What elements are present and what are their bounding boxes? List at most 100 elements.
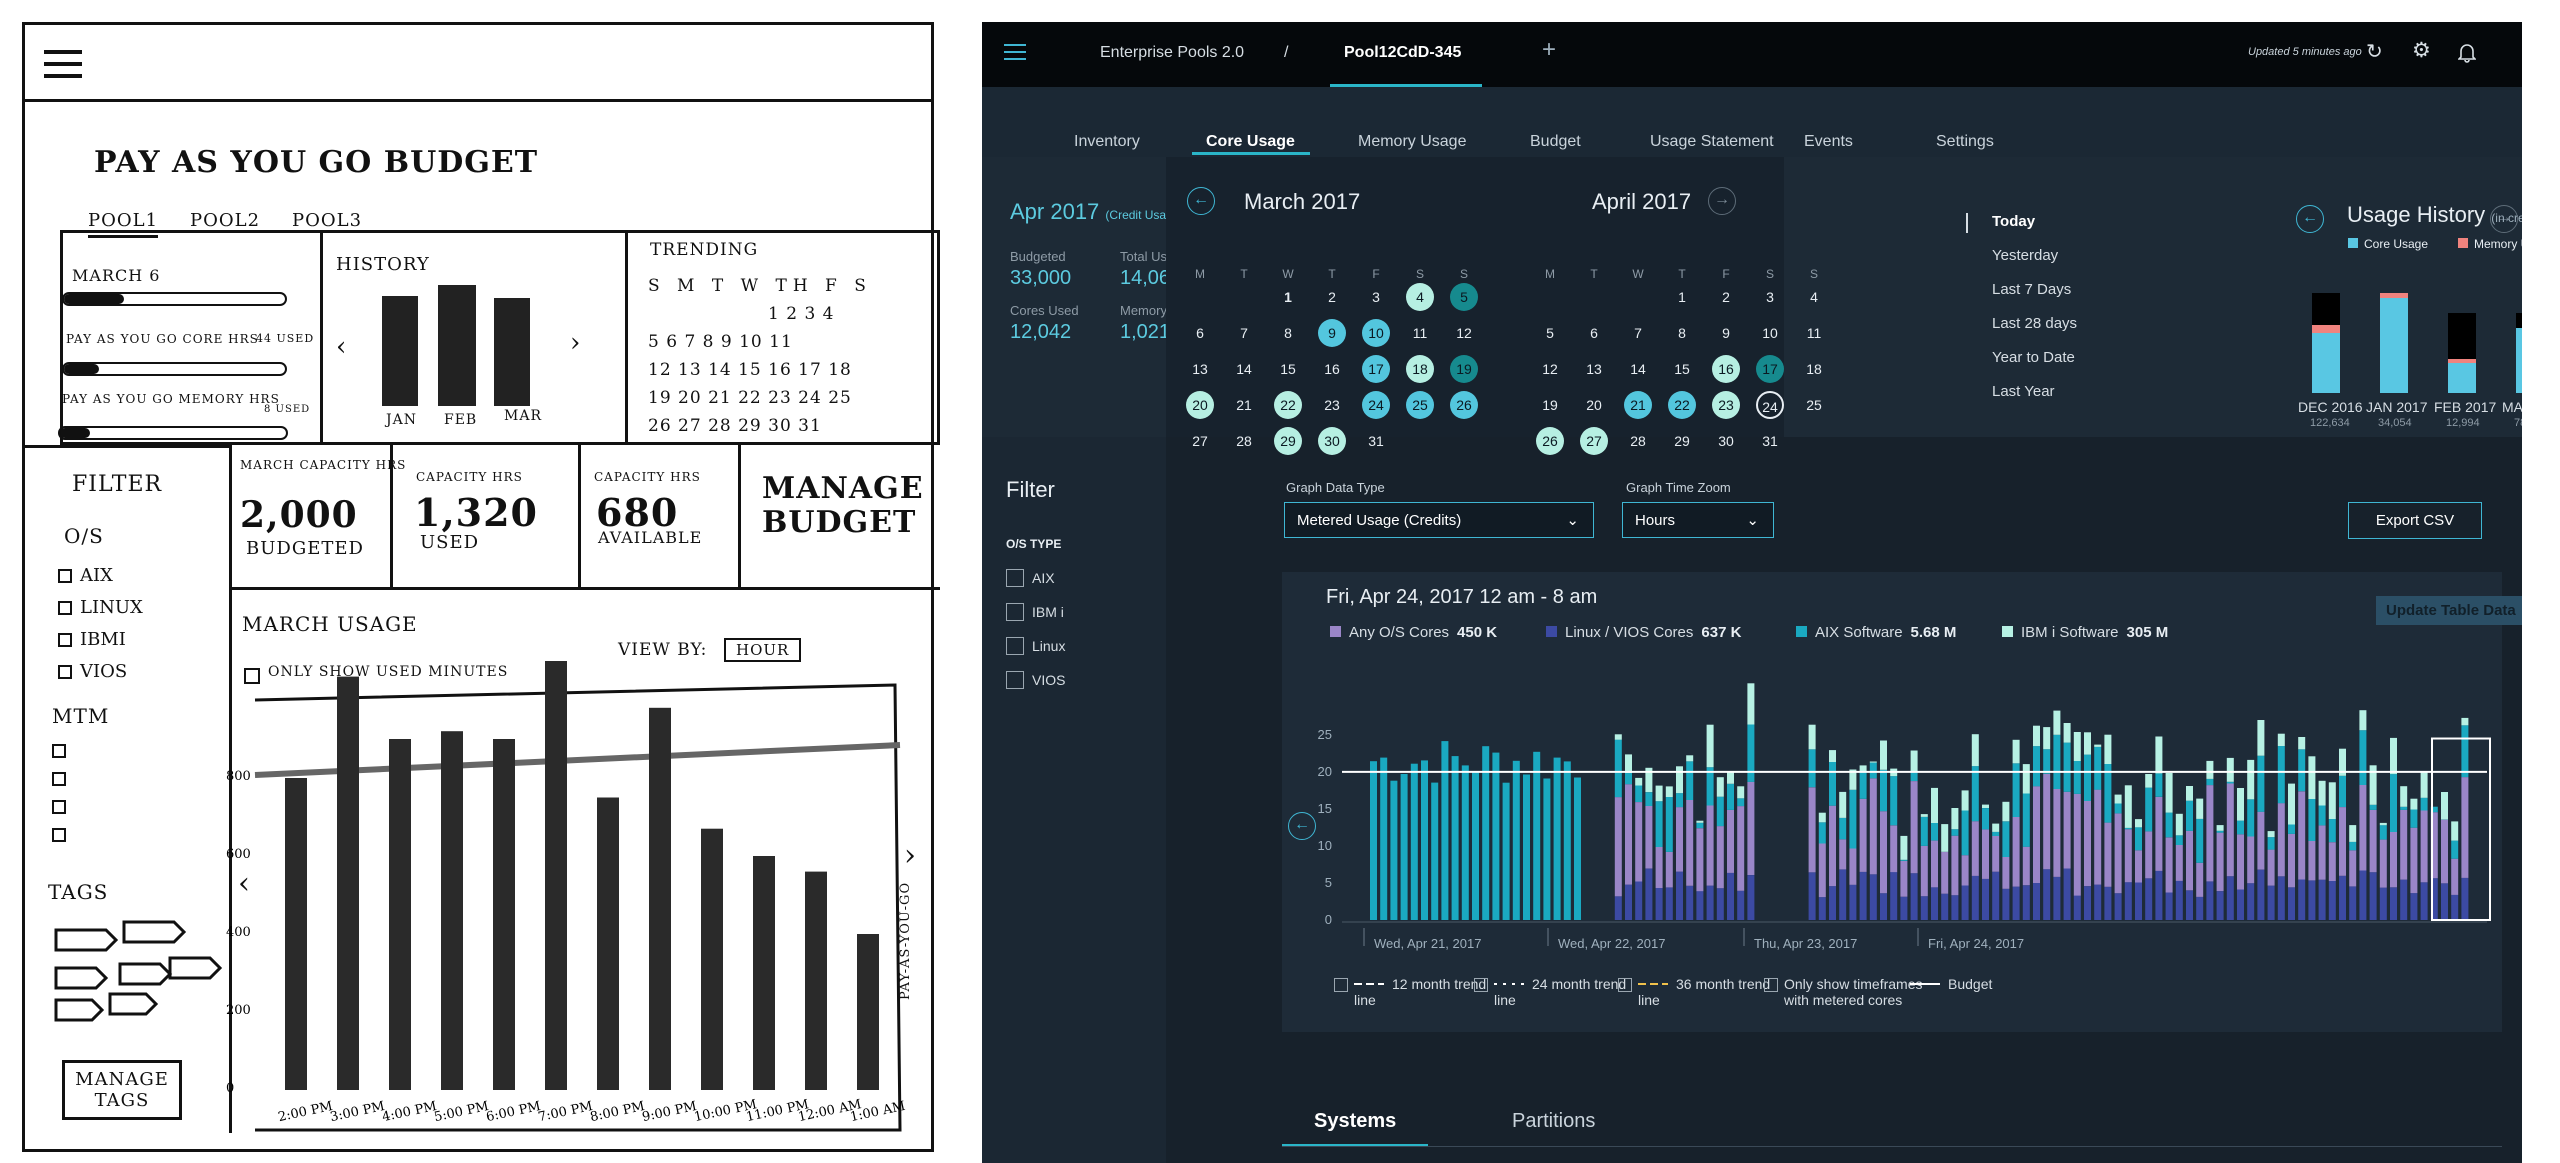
calendar-day[interactable]: 12 [1542,361,1558,377]
history-prev-icon[interactable]: ← [2296,205,2324,233]
calendar-day[interactable]: 14 [1236,361,1252,377]
calendar-day[interactable]: 17 [1362,355,1390,383]
tab-usage-statement[interactable]: Usage Statement [1650,133,1774,150]
export-csv-button[interactable]: Export CSV [2348,502,2482,539]
sketch-os-item[interactable]: AIX [58,560,143,592]
range-last-year[interactable]: Last Year [1992,383,2055,400]
calendar-day[interactable]: 22 [1274,391,1302,419]
trend-option[interactable]: 36 month trend line [1618,976,1772,1008]
update-table-button[interactable]: Update Table Data [2376,596,2522,625]
calendar-day[interactable]: 31 [1368,433,1384,449]
calendar-day[interactable]: 13 [1586,361,1602,377]
calendar-day[interactable]: 12 [1456,325,1472,341]
calendar-day[interactable]: 4 [1810,289,1818,305]
calendar-day[interactable]: 13 [1192,361,1208,377]
calendar-day[interactable]: 27 [1192,433,1208,449]
calendar-day[interactable]: 28 [1630,433,1646,449]
calendar-day[interactable]: 14 [1630,361,1646,377]
breadcrumb-current-pool[interactable]: Pool12CdD-345 [1344,44,1462,61]
calendar-day[interactable]: 5 [1450,283,1478,311]
sketch-chart-next-icon[interactable]: › [904,838,917,873]
calendar-day[interactable]: 21 [1236,397,1252,413]
calendar-day[interactable]: 31 [1762,433,1778,449]
calendar-day[interactable]: 18 [1406,355,1434,383]
trend-option[interactable]: Budget [1910,976,2060,992]
calendar-day[interactable]: 25 [1406,391,1434,419]
trend-option[interactable]: 24 month trend line [1474,976,1628,1008]
calendar-day[interactable]: 3 [1372,289,1380,305]
selection-box[interactable] [2431,737,2491,921]
calendar-day[interactable]: 28 [1236,433,1252,449]
sketch-pool-tab-2[interactable]: Pool2 [190,210,261,231]
sketch-os-checkbox[interactable] [58,633,72,647]
calendar-day[interactable]: 26 [1450,391,1478,419]
calendar-day[interactable]: 9 [1722,325,1730,341]
calendar-day[interactable]: 20 [1186,391,1214,419]
sketch-only-used-checkbox[interactable] [244,668,260,684]
sketch-history-next-icon[interactable]: › [570,328,582,358]
calendar-day[interactable]: 6 [1196,325,1204,341]
tab-inventory[interactable]: Inventory [1074,133,1140,150]
calendar-day[interactable]: 24 [1756,391,1784,419]
sketch-os-checkbox[interactable] [58,569,72,583]
calendar-day[interactable]: 11 [1806,325,1822,341]
calendar-day[interactable]: 1 [1284,289,1292,305]
calendar-day[interactable]: 2 [1722,289,1730,305]
calendar-day[interactable]: 16 [1324,361,1340,377]
calendar-day[interactable]: 29 [1674,433,1690,449]
sketch-view-by-select[interactable]: Hour [724,638,802,662]
calendar-day[interactable]: 2 [1328,289,1336,305]
calendar-day[interactable]: 10 [1762,325,1778,341]
sketch-pool-tab-1[interactable]: Pool1 [88,210,159,238]
calendar-day[interactable]: 16 [1712,355,1740,383]
calendar-day[interactable]: 24 [1362,391,1390,419]
trend-checkbox[interactable] [1334,978,1348,992]
calendar-day[interactable]: 21 [1624,391,1652,419]
calendar-day[interactable]: 7 [1240,325,1248,341]
chart-prev-icon[interactable]: ← [1288,812,1316,840]
calendar-day[interactable]: 15 [1280,361,1296,377]
tab-events[interactable]: Events [1804,133,1853,150]
sketch-os-checkbox[interactable] [58,601,72,615]
tab-budget[interactable]: Budget [1530,133,1581,150]
calendar-day[interactable]: 30 [1718,433,1734,449]
range-last-28-days[interactable]: Last 28 days [1992,315,2078,332]
calendar-day[interactable]: 8 [1284,325,1292,341]
calendar-day[interactable]: 25 [1806,397,1822,413]
calendar-day[interactable]: 4 [1406,283,1434,311]
trend-option[interactable]: Only show timeframes with metered cores [1764,976,1928,1008]
refresh-icon[interactable]: ↻ [2366,41,2383,63]
calendar-day[interactable]: 30 [1318,427,1346,455]
calendar-day[interactable]: 26 [1536,427,1564,455]
filter-checkbox-linux[interactable] [1006,637,1024,655]
calendar-day[interactable]: 7 [1634,325,1642,341]
sketch-history-prev-icon[interactable]: ‹ [336,332,348,362]
calendar-day[interactable]: 22 [1668,391,1696,419]
trend-option[interactable]: 12 month trend line [1334,976,1488,1008]
sketch-chart-prev-icon[interactable]: ‹ [238,866,251,901]
range-today[interactable]: Today [1992,213,2036,230]
add-pool-icon[interactable]: + [1542,36,1557,63]
calendar-day[interactable]: 19 [1542,397,1558,413]
sketch-manage-tags-button[interactable]: Manage tags [62,1060,182,1120]
sketch-pool-tab-3[interactable]: Pool3 [292,210,363,231]
graph-type-select[interactable]: Metered Usage (Credits) ⌄ [1284,502,1594,538]
filter-checkbox-vios[interactable] [1006,671,1024,689]
menu-icon[interactable] [1004,44,1026,60]
filter-checkbox-aix[interactable] [1006,569,1024,587]
calendar-day[interactable]: 23 [1324,397,1340,413]
calendar-day[interactable]: 9 [1318,319,1346,347]
tab-core-usage[interactable]: Core Usage [1206,133,1295,150]
range-year-to-date[interactable]: Year to Date [1992,349,2075,366]
sketch-os-checkbox[interactable] [58,665,72,679]
settings-gear-icon[interactable]: ⚙ [2412,39,2431,62]
trend-checkbox[interactable] [1764,978,1778,992]
calendar-day[interactable]: 29 [1274,427,1302,455]
range-last-7-days[interactable]: Last 7 Days [1992,281,2072,298]
calendar-day[interactable]: 18 [1806,361,1822,377]
notification-bell-icon[interactable] [2458,43,2476,63]
calendar-day[interactable]: 10 [1362,319,1390,347]
tab-settings[interactable]: Settings [1936,133,1994,150]
tab-memory-usage[interactable]: Memory Usage [1358,133,1467,150]
